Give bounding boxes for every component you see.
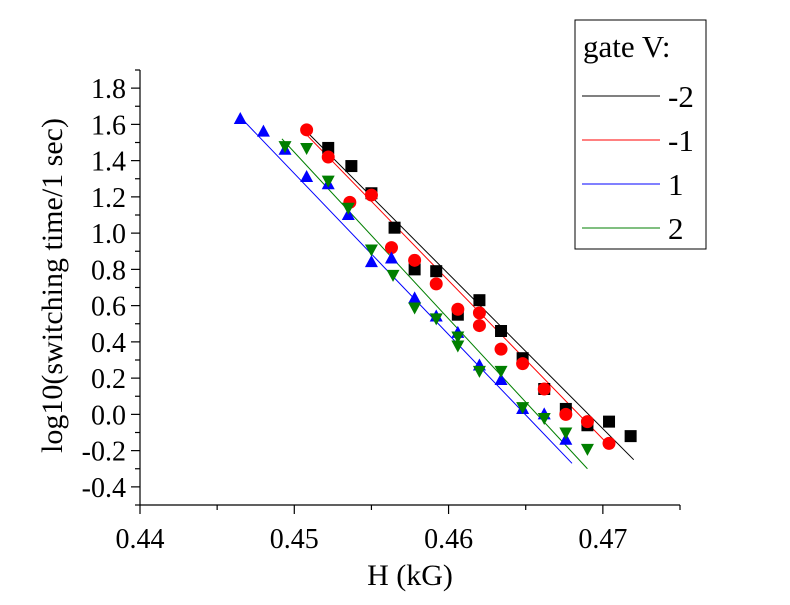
data-point-series-2: [300, 169, 314, 182]
data-point-series-1: [580, 415, 594, 429]
data-point-series-1: [494, 342, 508, 356]
data-point-series-1: [364, 188, 378, 202]
data-point-series-3: [494, 365, 508, 378]
data-point-series-3: [451, 340, 465, 353]
data-point-series-1: [321, 150, 335, 164]
legend-label-1: -1: [668, 123, 694, 158]
x-axis-label: H (kG): [367, 559, 453, 592]
data-point-series-1: [537, 382, 551, 396]
y-tick-label: -0.2: [82, 437, 126, 468]
data-point-series-2: [233, 111, 247, 124]
data-point-series-2: [494, 372, 508, 385]
data-point-series-3: [364, 244, 378, 257]
x-tick-label: 0.44: [116, 524, 165, 555]
data-point-series-3: [321, 175, 335, 188]
data-point-series-1: [516, 357, 530, 371]
data-point-series-0: [603, 415, 616, 428]
data-point-series-3: [408, 302, 422, 315]
data-point-series-1: [472, 306, 486, 320]
fit-line-series-0: [306, 131, 635, 461]
data-point-series-2: [384, 251, 398, 264]
data-point-series-2: [408, 291, 422, 304]
y-tick-label: -0.4: [82, 473, 126, 504]
y-axis-label: log10(switching time/1 sec): [36, 118, 69, 453]
x-tick-label: 0.45: [270, 524, 319, 555]
fit-line-series-1: [303, 131, 611, 448]
fit-line-series-2: [239, 116, 573, 464]
data-point-series-0: [322, 141, 335, 154]
y-tick-label: 1.0: [91, 219, 126, 250]
legend-label-0: -2: [668, 79, 694, 114]
data-point-series-3: [580, 443, 594, 456]
data-point-series-1: [472, 319, 486, 333]
data-point-series-1: [429, 277, 443, 291]
fit-lines: [239, 116, 635, 470]
tick-labels: 0.44 0.45 0.46 0.47 -0.4 -0.2 0.0 0.2 0.4 0.6 0.8 1…: [82, 74, 628, 555]
data-point-series-3: [300, 142, 314, 155]
data-point-series-3: [559, 427, 573, 440]
data-point-series-1: [559, 407, 573, 421]
y-tick-label: 1.8: [91, 74, 126, 105]
data-point-series-0: [430, 265, 443, 278]
data-point-series-0: [495, 325, 508, 337]
data-point-series-2: [256, 124, 270, 137]
data-point-series-3: [341, 202, 355, 215]
y-tick-label: 0.0: [91, 400, 126, 431]
data-markers: [233, 111, 637, 456]
axes: [131, 69, 681, 514]
data-point-series-3: [472, 365, 486, 378]
data-point-series-3: [278, 141, 292, 154]
data-point-series-3: [537, 413, 551, 425]
legend-label-2: 1: [668, 167, 684, 202]
y-tick-label: 0.6: [91, 292, 126, 323]
data-point-series-3: [386, 269, 400, 282]
x-tick-label: 0.46: [424, 524, 473, 555]
y-tick-label: 1.6: [91, 110, 126, 141]
data-point-series-2: [364, 255, 378, 268]
data-point-series-1: [300, 123, 314, 137]
data-point-series-3: [516, 402, 530, 415]
legend-title: gate V:: [583, 29, 671, 64]
data-point-series-0: [624, 430, 637, 443]
y-tick-label: 1.4: [91, 147, 126, 178]
x-tick-label: 0.47: [578, 524, 627, 555]
data-point-series-1: [384, 241, 398, 255]
legend-label-3: 2: [668, 211, 684, 246]
y-tick-label: 0.8: [91, 255, 126, 286]
legend-items: -2 -1 1 2: [582, 79, 694, 246]
data-point-series-0: [408, 263, 421, 276]
data-point-series-1: [408, 253, 422, 267]
y-tick-label: 1.2: [91, 183, 126, 214]
data-point-series-3: [429, 313, 443, 326]
data-point-series-0: [345, 160, 358, 173]
y-tick-label: 0.4: [91, 328, 126, 359]
data-point-series-1: [602, 436, 616, 450]
legend-box: [574, 19, 707, 250]
data-point-series-3: [451, 331, 465, 344]
data-point-series-0: [473, 294, 486, 307]
fit-line-series-3: [281, 138, 588, 470]
legend: gate V: -2 -1 1 2: [574, 19, 707, 250]
y-tick-label: 0.2: [91, 364, 126, 395]
data-point-series-1: [451, 302, 465, 316]
data-point-series-0: [388, 221, 401, 234]
